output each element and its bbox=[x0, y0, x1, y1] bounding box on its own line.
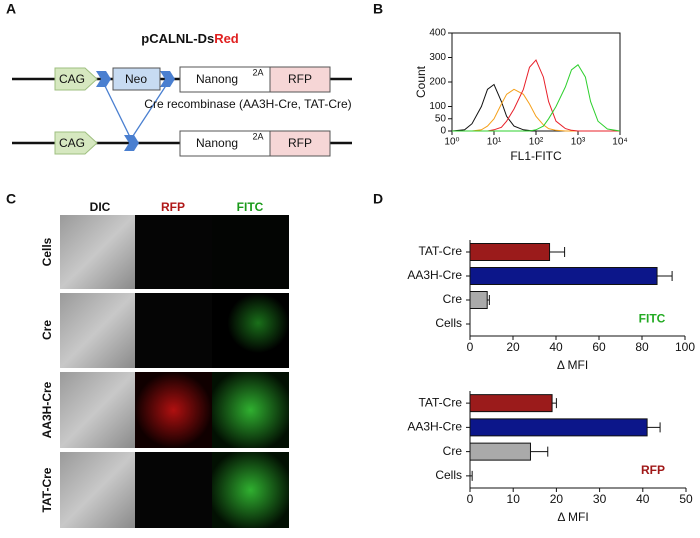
panel-label: B bbox=[373, 1, 383, 17]
x-tick-label: 40 bbox=[636, 492, 650, 506]
x-tick-label: 20 bbox=[550, 492, 564, 506]
image bbox=[212, 372, 289, 448]
box-label: CAG bbox=[59, 136, 85, 150]
x-axis-label: FL1-FITC bbox=[510, 149, 562, 163]
x-tick-label: 10³ bbox=[571, 137, 586, 148]
gene-box bbox=[269, 130, 331, 157]
gene-box bbox=[269, 66, 331, 93]
x-tick-label: 10 bbox=[507, 492, 521, 506]
category-label: TAT-Cre bbox=[418, 244, 462, 258]
y-tick-label: 100 bbox=[429, 101, 446, 112]
row-label: Cells bbox=[40, 237, 54, 266]
row-label: TAT-Cre bbox=[40, 467, 54, 512]
y-tick-label: 50 bbox=[435, 113, 447, 124]
image bbox=[135, 372, 212, 448]
image bbox=[60, 452, 135, 528]
column-label: DIC bbox=[90, 200, 111, 214]
gene-box bbox=[112, 67, 161, 91]
bar bbox=[469, 243, 551, 261]
panel-label: A bbox=[6, 1, 16, 17]
gene-box bbox=[179, 130, 271, 157]
microscopy-grid: DIC RFP FITC Cells Cre AA3H-Cre TAT-Cre bbox=[40, 200, 289, 528]
x-axis-label: Δ MFI bbox=[557, 510, 588, 524]
x-axis-label: Δ MFI bbox=[557, 358, 588, 372]
caption: Cre recombinase (AA3H-Cre, TAT-Cre) bbox=[144, 97, 351, 111]
bar bbox=[469, 394, 553, 413]
x-tick-label: 0 bbox=[467, 492, 474, 506]
image bbox=[212, 215, 289, 289]
category-label: Cells bbox=[435, 468, 462, 482]
bar bbox=[469, 267, 658, 285]
category-label: AA3H-Cre bbox=[407, 420, 462, 434]
diagram-title: pCALNL-DsRed bbox=[141, 31, 239, 46]
image bbox=[60, 215, 135, 289]
image bbox=[135, 452, 212, 528]
recombination-line bbox=[130, 83, 168, 140]
title-part: pCALNL-Ds bbox=[141, 31, 214, 46]
gene-box bbox=[179, 66, 271, 93]
x-tick-label: 0 bbox=[467, 340, 474, 354]
image bbox=[212, 293, 289, 368]
loxp bbox=[124, 135, 139, 151]
x-tick-label: 30 bbox=[593, 492, 607, 506]
box-label: RFP bbox=[288, 72, 312, 86]
y-tick-label: 200 bbox=[429, 77, 446, 88]
panel-label: C bbox=[6, 191, 16, 207]
category-label: Cre bbox=[443, 444, 463, 458]
category-label: AA3H-Cre bbox=[407, 268, 462, 282]
y-tick-label: 300 bbox=[429, 52, 446, 63]
row-label: AA3H-Cre bbox=[40, 381, 54, 438]
x-tick-label: 10⁰ bbox=[444, 137, 459, 148]
row-label: Cre bbox=[40, 320, 54, 340]
box-label: CAG bbox=[59, 72, 85, 86]
promoter bbox=[54, 67, 98, 91]
category-label: Cre bbox=[443, 292, 463, 306]
x-tick-label: 40 bbox=[549, 340, 563, 354]
x-tick-label: 20 bbox=[506, 340, 520, 354]
box-label: Nanong bbox=[196, 72, 238, 86]
box-label: Nanong bbox=[196, 136, 238, 150]
x-tick-label: 60 bbox=[592, 340, 606, 354]
category-label: Cells bbox=[435, 316, 462, 330]
x-tick-label: 100 bbox=[675, 340, 695, 354]
column-label: FITC bbox=[237, 200, 264, 214]
construct-diagram: pCALNL-DsRed CAG CAG Neo Nanong 2A RFP C… bbox=[12, 31, 352, 157]
x-tick-label: 10¹ bbox=[487, 137, 502, 148]
image bbox=[212, 452, 289, 528]
category-label: TAT-Cre bbox=[418, 395, 462, 409]
image bbox=[135, 215, 212, 289]
panel-label: D bbox=[373, 191, 383, 207]
recombination-line bbox=[103, 83, 132, 140]
box-label: Neo bbox=[125, 72, 147, 86]
y-tick-label: 0 bbox=[440, 126, 446, 137]
bar bbox=[469, 442, 531, 461]
x-tick-label: 10² bbox=[529, 137, 544, 148]
y-axis-label: Count bbox=[414, 65, 428, 98]
histogram-line bbox=[451, 83, 620, 132]
box-label: RFP bbox=[288, 136, 312, 150]
x-tick-label: 80 bbox=[635, 340, 649, 354]
image bbox=[135, 293, 212, 368]
box-label: 2A bbox=[252, 67, 263, 77]
loxp bbox=[96, 71, 111, 87]
column-label: RFP bbox=[161, 200, 185, 214]
bar bbox=[469, 418, 648, 437]
image bbox=[60, 293, 135, 368]
loxp bbox=[160, 71, 175, 87]
y-tick-label: 400 bbox=[429, 28, 446, 39]
histogram-line bbox=[452, 59, 620, 132]
bar bbox=[469, 291, 488, 309]
box-label: 2A bbox=[252, 131, 263, 141]
annotation: RFP bbox=[641, 463, 665, 477]
title-part: Red bbox=[214, 31, 239, 46]
histogram-line bbox=[452, 64, 621, 132]
image bbox=[60, 372, 135, 448]
x-tick-label: 50 bbox=[679, 492, 693, 506]
x-tick-label: 10⁴ bbox=[612, 137, 627, 148]
histogram-line bbox=[452, 88, 620, 132]
promoter bbox=[54, 131, 98, 155]
annotation: FITC bbox=[639, 311, 666, 325]
